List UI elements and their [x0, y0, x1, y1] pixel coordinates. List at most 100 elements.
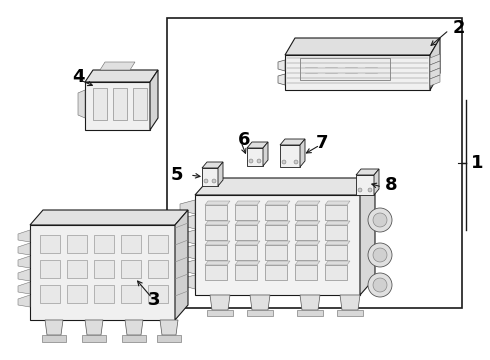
Polygon shape: [113, 88, 127, 120]
Polygon shape: [295, 221, 320, 225]
Polygon shape: [202, 168, 218, 186]
Polygon shape: [235, 245, 257, 260]
Polygon shape: [180, 245, 195, 259]
Polygon shape: [325, 245, 347, 260]
Polygon shape: [295, 265, 317, 280]
Polygon shape: [285, 38, 440, 55]
Polygon shape: [180, 260, 195, 274]
Polygon shape: [337, 310, 363, 316]
Polygon shape: [94, 235, 114, 253]
Polygon shape: [18, 243, 30, 255]
Polygon shape: [157, 335, 181, 342]
Text: 3: 3: [148, 291, 161, 309]
Polygon shape: [205, 245, 227, 260]
Polygon shape: [300, 295, 320, 310]
Polygon shape: [265, 241, 290, 245]
Polygon shape: [430, 54, 440, 65]
Polygon shape: [122, 335, 146, 342]
Text: 4: 4: [72, 68, 84, 86]
Circle shape: [204, 179, 208, 183]
Polygon shape: [148, 260, 168, 278]
Polygon shape: [430, 68, 440, 79]
Polygon shape: [295, 225, 317, 240]
Polygon shape: [85, 70, 158, 82]
Polygon shape: [180, 200, 195, 214]
Polygon shape: [121, 235, 141, 253]
Polygon shape: [235, 205, 257, 220]
Text: 2: 2: [453, 19, 466, 37]
Bar: [300, 58, 390, 80]
Polygon shape: [265, 221, 290, 225]
Polygon shape: [430, 38, 440, 90]
Polygon shape: [218, 162, 223, 186]
Polygon shape: [278, 74, 285, 85]
Polygon shape: [150, 70, 158, 130]
Polygon shape: [325, 221, 350, 225]
Polygon shape: [247, 310, 273, 316]
Polygon shape: [325, 261, 350, 265]
Polygon shape: [265, 201, 290, 205]
Circle shape: [249, 159, 253, 163]
Polygon shape: [100, 62, 135, 70]
Polygon shape: [340, 295, 360, 310]
Polygon shape: [30, 210, 188, 225]
Polygon shape: [45, 320, 63, 335]
Polygon shape: [280, 145, 300, 167]
Polygon shape: [18, 230, 30, 242]
Polygon shape: [202, 162, 223, 168]
Polygon shape: [121, 285, 141, 303]
Circle shape: [294, 160, 298, 164]
Polygon shape: [295, 201, 320, 205]
Polygon shape: [195, 178, 375, 195]
Polygon shape: [85, 82, 150, 130]
Polygon shape: [265, 245, 287, 260]
Polygon shape: [325, 241, 350, 245]
Polygon shape: [30, 225, 175, 320]
Polygon shape: [356, 175, 374, 195]
Circle shape: [368, 243, 392, 267]
Polygon shape: [356, 169, 379, 175]
Polygon shape: [148, 235, 168, 253]
Text: 5: 5: [171, 166, 183, 184]
Polygon shape: [325, 225, 347, 240]
Polygon shape: [250, 295, 270, 310]
Polygon shape: [78, 90, 85, 118]
Polygon shape: [430, 61, 440, 72]
Polygon shape: [280, 139, 305, 145]
Polygon shape: [205, 265, 227, 280]
Polygon shape: [18, 295, 30, 307]
Polygon shape: [265, 265, 287, 280]
Circle shape: [373, 213, 387, 227]
Polygon shape: [205, 201, 230, 205]
Polygon shape: [235, 225, 257, 240]
Polygon shape: [180, 230, 195, 244]
Polygon shape: [40, 260, 60, 278]
Polygon shape: [85, 320, 103, 335]
Polygon shape: [18, 269, 30, 281]
Polygon shape: [195, 195, 360, 295]
Polygon shape: [205, 205, 227, 220]
Polygon shape: [278, 60, 285, 71]
Polygon shape: [160, 320, 178, 335]
Polygon shape: [235, 261, 260, 265]
Circle shape: [368, 208, 392, 232]
Polygon shape: [325, 265, 347, 280]
Polygon shape: [247, 148, 263, 166]
Polygon shape: [297, 310, 323, 316]
Polygon shape: [94, 285, 114, 303]
Polygon shape: [133, 88, 147, 120]
Polygon shape: [93, 88, 107, 120]
Polygon shape: [125, 320, 143, 335]
Polygon shape: [82, 335, 106, 342]
Text: 1: 1: [471, 154, 484, 172]
Polygon shape: [207, 310, 233, 316]
Circle shape: [212, 179, 216, 183]
Polygon shape: [295, 245, 317, 260]
Polygon shape: [180, 275, 195, 289]
Polygon shape: [325, 201, 350, 205]
Polygon shape: [94, 260, 114, 278]
Polygon shape: [263, 142, 268, 166]
Polygon shape: [374, 169, 379, 195]
Circle shape: [373, 278, 387, 292]
Circle shape: [358, 188, 362, 192]
